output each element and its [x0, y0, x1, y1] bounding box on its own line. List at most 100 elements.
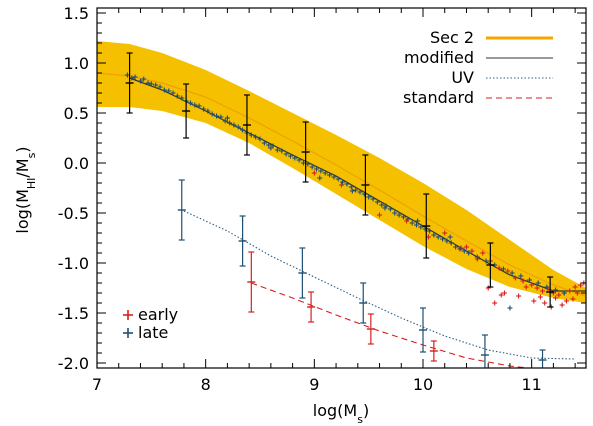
y-axis-label: log(MHI/Ms): [13, 146, 38, 233]
series-line-uv: [183, 210, 576, 360]
scatter-point-late: [157, 84, 163, 90]
error-bar: [301, 121, 310, 183]
scatter-point-late: [427, 228, 433, 234]
scatter-point-late: [526, 277, 532, 283]
confidence-band: [97, 41, 586, 303]
scatter-point-early: [570, 296, 576, 302]
scatter-point-early: [498, 292, 504, 298]
error-bar: [298, 247, 307, 299]
scatter-point-late: [200, 106, 206, 112]
scatter-point-early: [540, 288, 546, 294]
scatter-point-late: [240, 127, 246, 133]
scatter-point-late: [317, 175, 323, 181]
scatter-point-early: [553, 295, 559, 301]
scatter-point-late: [248, 132, 254, 138]
scatter-point-early: [480, 250, 486, 256]
scatter-point-late: [153, 82, 159, 88]
scatter-point-late: [218, 114, 224, 120]
scatter-point-late: [374, 199, 380, 205]
x-tick-label: 7: [92, 375, 102, 394]
legend-label-late: late: [138, 323, 168, 342]
error-bar: [361, 154, 370, 216]
scatter-point-late: [214, 113, 220, 119]
scatter-point-late: [179, 95, 185, 101]
scatter-point-late: [453, 244, 459, 250]
scatter-point-late: [457, 246, 463, 252]
scatter-point-late: [132, 74, 138, 80]
scatter-point-late: [561, 290, 567, 296]
scatter-point-early: [529, 282, 535, 288]
scatter-point-late: [274, 147, 280, 153]
scatter-point-late: [340, 179, 346, 185]
scatter-point-late: [318, 168, 324, 174]
scatter-point-late: [314, 166, 320, 172]
plot-frame: [96, 7, 587, 369]
axis-ticks: [96, 8, 586, 368]
scatter-point-late: [292, 155, 298, 161]
scatter-point-late: [166, 88, 172, 94]
scatter-point-early: [523, 284, 529, 290]
scatter-point-early: [520, 278, 526, 284]
x-tick-label: 8: [201, 375, 211, 394]
error-bar: [546, 276, 555, 308]
scatter-point-late: [279, 148, 285, 154]
scatter-point-late: [349, 188, 355, 194]
y-tick-label: -0.5: [58, 204, 89, 223]
error-bar: [307, 291, 316, 323]
scatter-point-late: [553, 287, 559, 293]
scatter-point-late: [415, 218, 421, 224]
scatter-point-late: [231, 122, 237, 128]
scatter-point-late: [283, 151, 289, 157]
scatter-point-late: [507, 305, 513, 311]
legend-marker-late: [123, 328, 133, 338]
scatter-point-late: [253, 134, 259, 140]
scatter-point-early: [496, 265, 502, 271]
scatter-point-early: [542, 300, 548, 306]
scatter-point-early: [512, 275, 518, 281]
legend-label-uv: UV: [451, 68, 474, 87]
scatter-point-late: [392, 210, 398, 216]
scatter-point-late: [148, 81, 154, 87]
scatter-point-early: [377, 212, 383, 218]
scatter-point-late: [400, 214, 406, 220]
scatter-point-late: [222, 118, 228, 124]
scatter-point-late: [387, 206, 393, 212]
error-bar: [366, 313, 375, 345]
scatter-point-late: [509, 270, 515, 276]
scatter-point-early: [502, 290, 507, 296]
scatter-point-late: [431, 232, 437, 238]
scatter-point-late: [296, 157, 302, 163]
y-axis-subscript-1: HI: [25, 178, 38, 190]
scatter-point-early: [534, 285, 540, 291]
scatter-point-late: [348, 184, 354, 190]
scatter-point-early: [567, 288, 573, 294]
scatter-point-late: [187, 100, 193, 106]
scatter-point-early: [531, 298, 537, 304]
scatter-point-early: [537, 294, 543, 300]
scatter-point-late: [209, 111, 215, 117]
error-bar: [182, 83, 191, 139]
y-tick-label: 1.0: [64, 54, 89, 73]
scatter-point-late: [447, 234, 453, 240]
y-axis-subscript-2: s: [25, 152, 38, 158]
scatter-point-late: [418, 224, 424, 230]
y-tick-label: -2.0: [58, 354, 89, 373]
scatter-point-early: [516, 293, 522, 299]
scatter-point-late: [235, 124, 241, 130]
scatter-point-late: [170, 90, 176, 96]
scatter-point-late: [224, 115, 230, 121]
scatter-point-early: [559, 302, 565, 308]
error-bars: [125, 52, 555, 368]
error-bar: [247, 251, 256, 313]
scatter-point-late: [396, 212, 402, 218]
scatter-point-late: [440, 236, 446, 242]
scatter-point-late: [327, 172, 333, 178]
scatter-point-late: [535, 280, 541, 286]
error-bar: [419, 307, 427, 353]
scatter-point-early: [485, 285, 491, 291]
error-bar: [422, 193, 431, 259]
scatter-point-late: [370, 196, 376, 202]
